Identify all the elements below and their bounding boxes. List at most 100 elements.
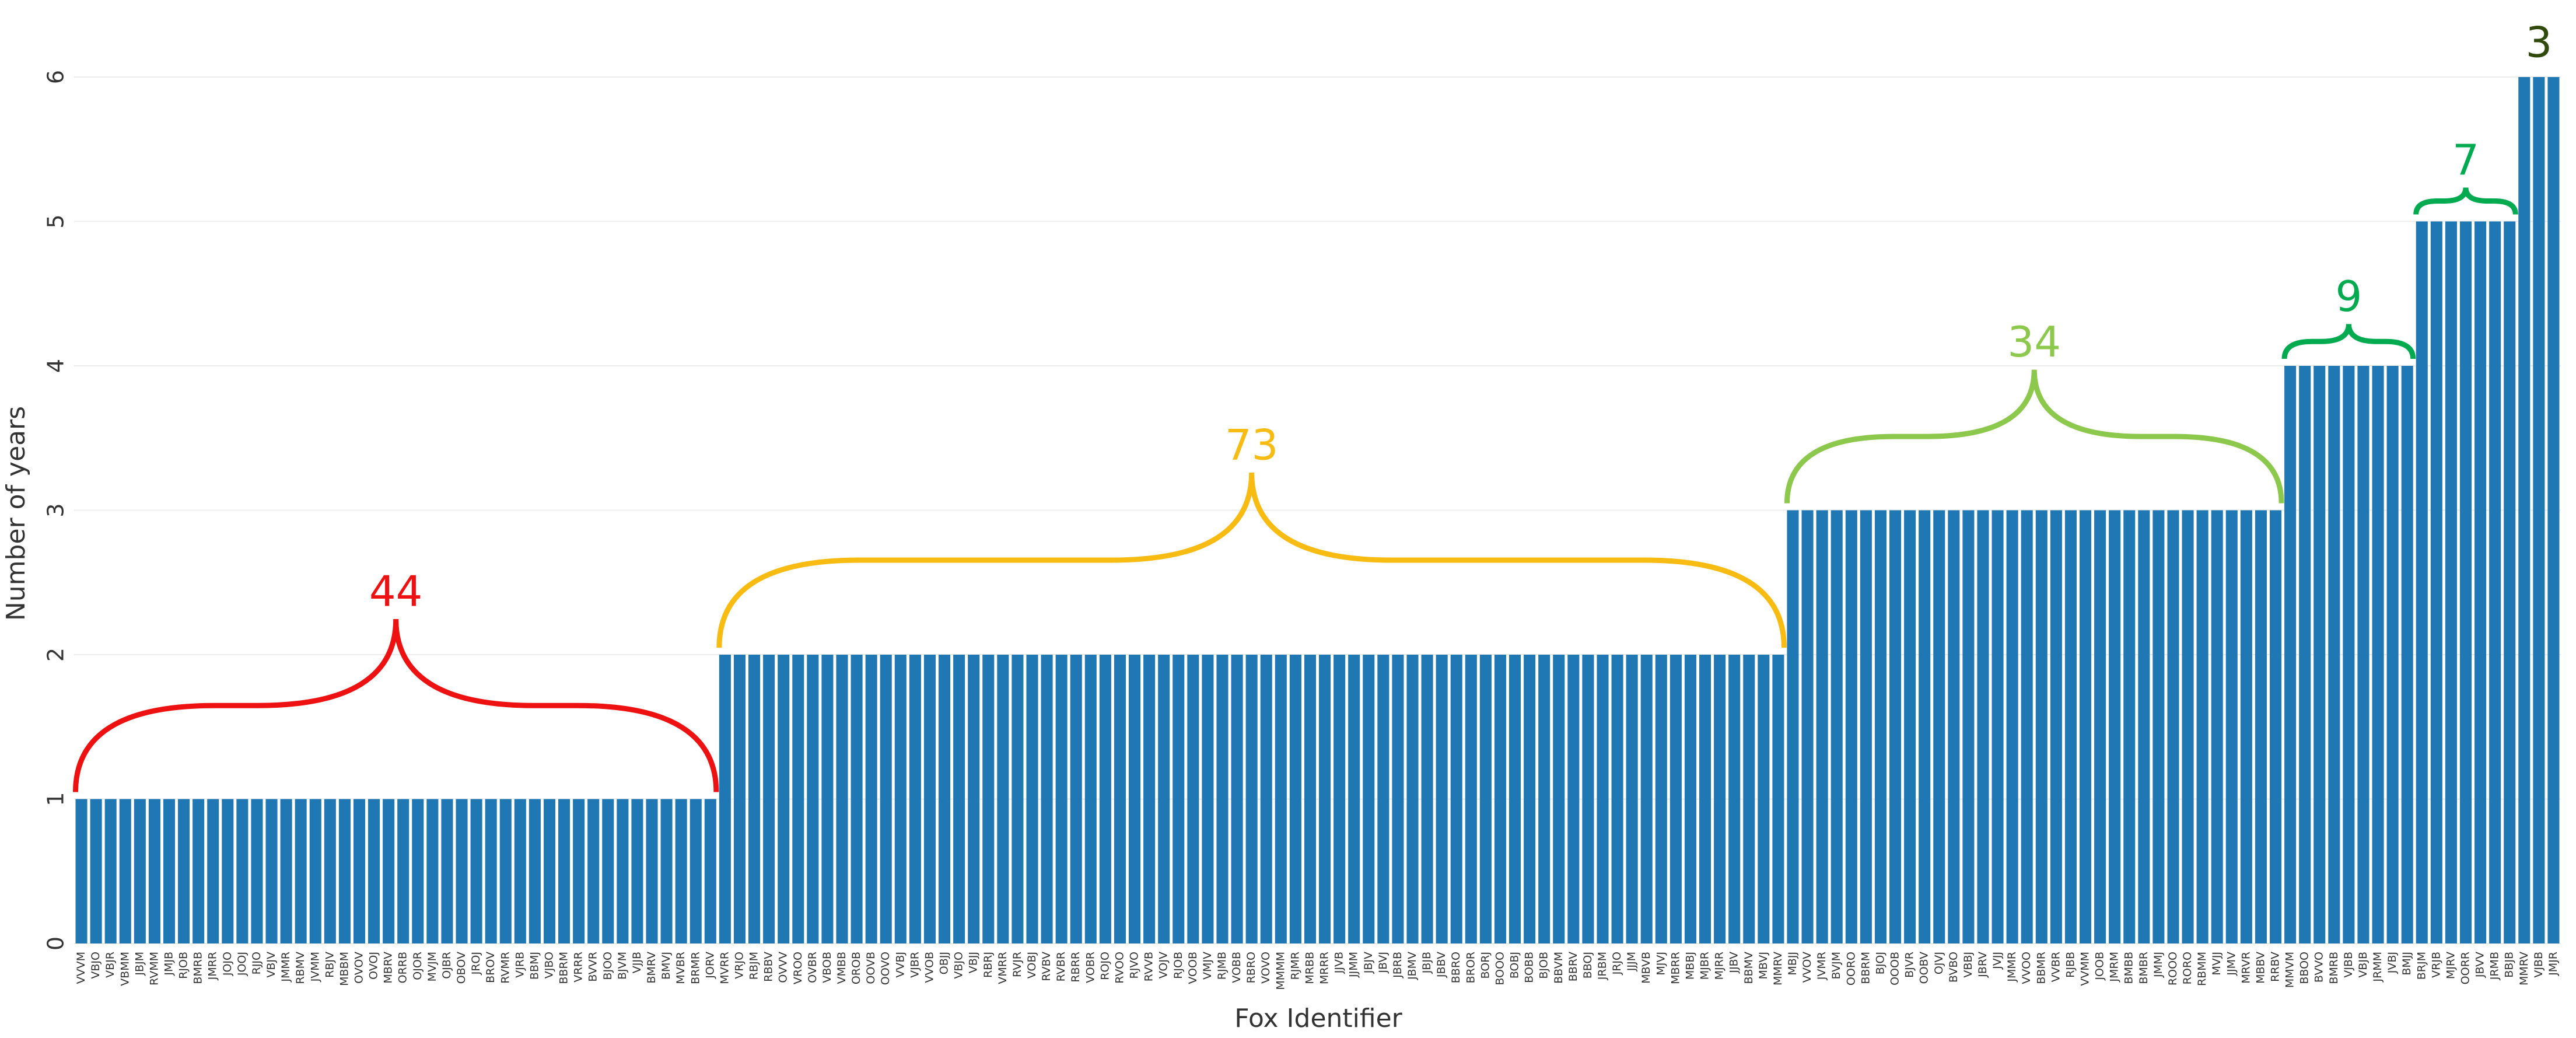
bar (2314, 366, 2326, 943)
x-tick-label: VBJJ (967, 952, 980, 973)
bar (412, 799, 424, 943)
x-tick-label: OBOV (455, 952, 468, 984)
x-tick-label: BROV (484, 952, 497, 983)
bar (1670, 655, 1682, 943)
x-tick-label: RBRJ (982, 952, 995, 978)
x-tick-label: JVMR (1815, 952, 1828, 980)
x-tick-label: MJVJ (1654, 952, 1667, 976)
x-tick-label: VVOB (923, 952, 936, 983)
x-tick-label: JVJJ (1991, 952, 2004, 970)
x-tick-label: OJBR (440, 952, 453, 979)
bar (2416, 221, 2428, 943)
bar (2006, 510, 2018, 943)
bar (1962, 510, 1975, 943)
x-tick-label: RBRR (1069, 952, 1082, 983)
x-tick-label: BOOO (1493, 952, 1506, 985)
x-tick-label: VVBR (2049, 952, 2062, 982)
x-tick-label: BBOJ (1581, 952, 1594, 978)
x-tick-label: JJMM (1348, 952, 1360, 978)
x-tick-label: BMBB (2123, 952, 2136, 984)
bar (602, 799, 614, 943)
bar (2430, 221, 2442, 943)
bar (1348, 655, 1360, 943)
x-tick-label: JMJB (162, 952, 175, 976)
bar (646, 799, 658, 943)
bar (558, 799, 570, 943)
bar (1245, 655, 1258, 943)
x-tick-label: JOJO (221, 952, 234, 976)
x-tick-label: BVVR (587, 952, 600, 982)
x-tick-label: VVMM (2079, 952, 2092, 986)
bar (1377, 655, 1390, 943)
y-tick-label: 4 (43, 359, 69, 373)
bar (2196, 510, 2208, 943)
bar (2240, 510, 2252, 943)
bar (617, 799, 629, 943)
x-tick-label: BJOO (601, 952, 614, 980)
bar (1567, 655, 1580, 943)
bar (1553, 655, 1565, 943)
x-tick-label: RVBV (1040, 952, 1053, 981)
bar (997, 655, 1009, 943)
x-tick-label: BJVR (1903, 952, 1916, 978)
x-tick-label: ROJO (1098, 952, 1111, 980)
x-tick-label: BBRM (1859, 952, 1872, 984)
bar (383, 799, 395, 943)
bar (1758, 655, 1770, 943)
x-tick-label: BMRV (645, 952, 658, 984)
x-tick-label: RVOO (1113, 952, 1126, 984)
x-tick-label: JBVV (2474, 952, 2487, 978)
x-tick-label: OOOB (1889, 952, 1902, 985)
bar (1289, 655, 1301, 943)
bar (426, 799, 439, 943)
x-tick-label: BBRM (558, 952, 570, 984)
x-tick-label: BJOB (1538, 952, 1550, 979)
x-tick-label: BRJM (2415, 952, 2428, 980)
bar (1319, 655, 1331, 943)
bar (894, 655, 907, 943)
bar (1465, 655, 1477, 943)
annotation-label: 44 (369, 567, 423, 616)
bar (1055, 655, 1068, 943)
annotation-label: 73 (1225, 421, 1279, 470)
annotation-label: 34 (2007, 317, 2061, 366)
x-tick-label: OOBV (1918, 952, 1931, 984)
bar (1450, 655, 1462, 943)
x-tick-label: VROO (792, 952, 804, 984)
bar (733, 655, 746, 943)
bar (675, 799, 687, 943)
x-tick-label: BBMV (1742, 952, 1755, 984)
bar (719, 655, 731, 943)
bar (163, 799, 176, 943)
x-tick-label: JRJO (1611, 952, 1623, 975)
bar (2255, 510, 2267, 943)
x-tick-label: VOOB (1186, 952, 1199, 984)
x-tick-label: OVBR (806, 952, 819, 983)
x-tick-label: RBJM (748, 952, 761, 980)
bar (1406, 655, 1419, 943)
x-tick-label: RJOB (177, 952, 190, 979)
x-tick-label: MJRV (2444, 952, 2457, 979)
x-tick-label: MVBR (674, 952, 687, 984)
x-tick-label: RJOB (1172, 952, 1185, 979)
x-tick-label: RRBV (2269, 952, 2282, 982)
x-tick-label: BROR (1464, 952, 1477, 983)
x-tick-label: JMJR (2547, 952, 2560, 976)
bar (1084, 655, 1097, 943)
bar (1012, 655, 1024, 943)
x-tick-label: BBVM (1552, 952, 1565, 984)
bar (2152, 510, 2165, 943)
x-tick-label: MBBM (338, 952, 351, 986)
x-tick-label: VRJB (2430, 952, 2442, 978)
bar (1158, 655, 1170, 943)
x-tick-label: VBJO (953, 952, 965, 979)
bar (792, 655, 804, 943)
bar (324, 799, 336, 943)
bar (1699, 655, 1712, 943)
x-tick-label: RORO (2181, 952, 2194, 984)
x-tick-label: JRMM (2371, 952, 2384, 983)
y-tick-label: 0 (43, 936, 69, 950)
bar (1714, 655, 1726, 943)
bar (939, 655, 951, 943)
bar (119, 799, 131, 943)
